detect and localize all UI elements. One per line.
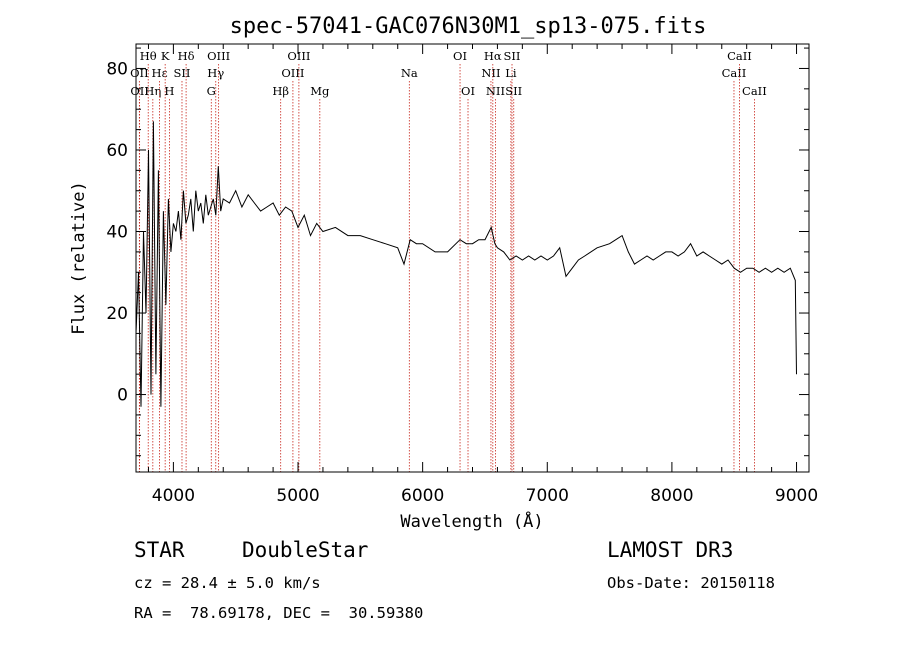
line-label-24: SII — [505, 84, 522, 98]
line-label-4: Hε — [152, 66, 168, 80]
x-tick-label-8000: 8000 — [650, 486, 693, 506]
line-label-18: OI — [461, 84, 475, 98]
x-tick-label-6000: 6000 — [401, 486, 444, 506]
observation-date: Obs-Date: 20150118 — [607, 574, 775, 592]
line-label-26: CaII — [727, 49, 752, 63]
object-subclass: DoubleStar — [242, 538, 369, 562]
x-axis-label: Wavelength (Å) — [400, 510, 543, 532]
y-tick-label-0: 0 — [117, 386, 128, 406]
y-tick-label-40: 40 — [106, 223, 128, 243]
x-tick-label-7000: 7000 — [526, 486, 569, 506]
line-label-27: CaII — [742, 84, 767, 98]
line-label-12: Hβ — [272, 84, 289, 98]
y-axis-label: Flux (relative) — [69, 181, 89, 335]
line-label-14: OIII — [287, 49, 310, 63]
line-label-3: Hη — [144, 84, 161, 98]
redshift-velocity: cz = 28.4 ± 5.0 km/s — [134, 574, 321, 592]
line-label-1: OII — [130, 66, 149, 80]
line-label-21: NII — [486, 84, 505, 98]
line-label-22: SII — [504, 49, 521, 63]
line-label-2: OII — [130, 84, 149, 98]
line-label-8: Hδ — [178, 49, 195, 63]
line-label-5: K — [161, 49, 170, 63]
line-label-6: H — [164, 84, 174, 98]
spectrum-line — [135, 121, 797, 407]
line-label-17: OI — [453, 49, 467, 63]
line-label-25: CaII — [722, 66, 747, 80]
line-label-23: Li — [505, 66, 517, 80]
line-markers: HθOIIOIIHηHεKHSIIHδGOIIIHγHβOIIIOIIIMgNa… — [130, 49, 767, 472]
line-label-11: Hγ — [207, 66, 224, 80]
line-label-10: OIII — [207, 49, 230, 63]
plot-frame — [135, 43, 810, 473]
ra-dec-coordinates: RA = 78.69178, DEC = 30.59380 — [134, 604, 424, 622]
line-label-13: OIII — [281, 66, 304, 80]
y-tick-label-20: 20 — [106, 304, 128, 324]
survey-name: LAMOST DR3 — [607, 538, 734, 562]
line-label-20: Hα — [484, 49, 502, 63]
x-ticks: 4000 5000 6000 7000 8000 9000 — [147, 44, 818, 506]
x-tick-label-9000: 9000 — [775, 486, 818, 506]
line-label-0: Hθ — [140, 49, 157, 63]
chart-title: spec-57041-GAC076N30M1_sp13-075.fits — [230, 14, 707, 39]
line-label-19: NII — [481, 66, 500, 80]
x-tick-label-4000: 4000 — [152, 486, 195, 506]
y-ticks: 0 20 40 60 80 — [106, 47, 809, 457]
y-tick-label-80: 80 — [106, 59, 128, 79]
line-label-16: Na — [401, 66, 418, 80]
line-label-9: G — [207, 84, 216, 98]
line-label-15: Mg — [310, 84, 330, 98]
line-label-7: SII — [174, 66, 191, 80]
object-class: STAR — [134, 538, 185, 562]
x-tick-label-5000: 5000 — [276, 486, 319, 506]
y-tick-label-60: 60 — [106, 141, 128, 161]
